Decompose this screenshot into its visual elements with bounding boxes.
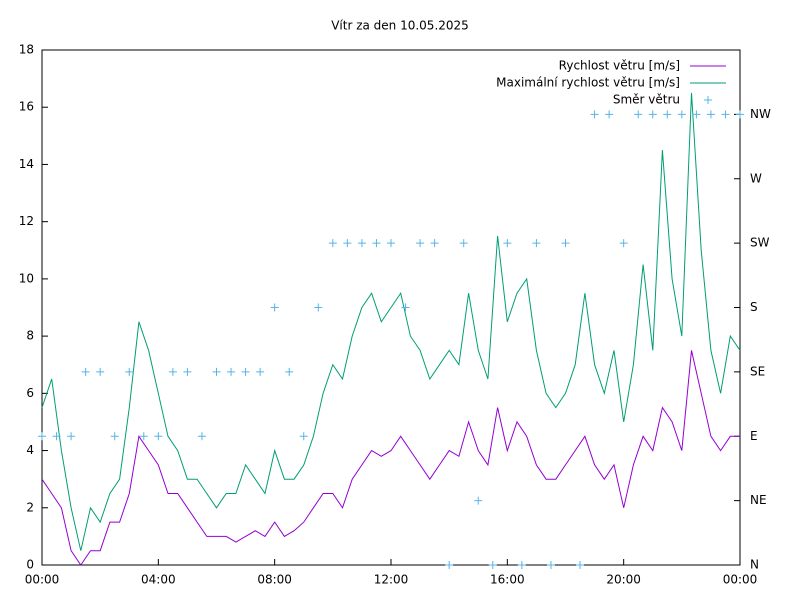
x-tick-label: 12:00 [374, 573, 409, 587]
direction-point [52, 432, 61, 441]
y2-tick-label: N [750, 558, 759, 572]
x-tick-label: 08:00 [257, 573, 292, 587]
x-tick-label: 04:00 [141, 573, 176, 587]
direction-point [168, 367, 177, 376]
direction-point [343, 239, 352, 248]
x-tick-label: 20:00 [606, 573, 641, 587]
direction-point [314, 303, 323, 312]
y2-tick-label: NW [750, 107, 771, 121]
y-tick-label: 10 [19, 271, 34, 285]
legend-marker [704, 96, 712, 104]
direction-point [488, 561, 497, 569]
direction-point [270, 303, 279, 312]
direction-point [256, 367, 265, 376]
direction-point [183, 367, 192, 376]
direction-point [241, 367, 250, 376]
direction-point [387, 239, 395, 248]
y2-tick-label: S [750, 300, 758, 314]
direction-point [474, 496, 483, 505]
legend-label: Směr větru [613, 93, 680, 107]
direction-point [605, 110, 614, 119]
x-tick-label: 16:00 [490, 573, 525, 587]
direction-point [67, 432, 76, 441]
series-line [41, 92, 741, 551]
direction-point [125, 367, 134, 376]
y2-tick-label: SE [750, 364, 765, 378]
direction-point [401, 303, 410, 312]
y2-tick-label: E [750, 429, 758, 443]
direction-point [663, 110, 672, 119]
y-tick-label: 12 [19, 214, 34, 228]
direction-point [197, 432, 206, 441]
y-tick-label: 0 [26, 558, 34, 572]
direction-point [634, 110, 643, 119]
y-tick-label: 8 [26, 329, 34, 343]
y2-tick-label: W [750, 171, 762, 185]
chart-title: Vítr za den 10.05.2025 [331, 19, 469, 33]
direction-point [38, 432, 46, 441]
y-tick-label: 16 [19, 100, 34, 114]
direction-point [692, 110, 701, 119]
direction-point [445, 561, 454, 569]
direction-point [561, 239, 570, 248]
series-line [41, 350, 740, 566]
direction-point [706, 110, 715, 119]
direction-point [154, 432, 163, 441]
direction-point [503, 239, 512, 248]
legend-label: Maximální rychlost větru [m/s] [496, 76, 680, 90]
y-tick-label: 18 [19, 43, 34, 57]
direction-point [357, 239, 366, 248]
direction-point [212, 367, 221, 376]
direction-point [227, 367, 236, 376]
direction-point [299, 432, 308, 441]
direction-point [285, 367, 294, 376]
direction-point [110, 432, 119, 441]
y-tick-label: 14 [19, 157, 34, 171]
direction-point [459, 239, 468, 248]
direction-point [736, 110, 744, 119]
direction-point [590, 110, 599, 119]
y2-tick-label: NE [750, 493, 767, 507]
direction-point [328, 239, 337, 248]
y-tick-label: 2 [26, 500, 34, 514]
direction-point [81, 367, 90, 376]
direction-point [532, 239, 541, 248]
y2-tick-label: SW [750, 236, 770, 250]
direction-point [619, 239, 628, 248]
direction-point [648, 110, 657, 119]
legend-label: Rychlost větru [m/s] [559, 59, 680, 73]
direction-point [372, 239, 381, 248]
direction-point [416, 239, 425, 248]
direction-point [721, 110, 730, 119]
direction-point [677, 110, 686, 119]
direction-point [96, 367, 105, 376]
direction-point [517, 561, 526, 569]
y-tick-label: 6 [26, 386, 34, 400]
direction-point [430, 239, 439, 248]
direction-point [139, 432, 148, 441]
x-tick-label: 00:00 [723, 573, 758, 587]
direction-point [576, 561, 585, 569]
x-tick-label: 00:00 [25, 573, 60, 587]
direction-point [546, 561, 555, 569]
y-tick-label: 4 [26, 443, 34, 457]
